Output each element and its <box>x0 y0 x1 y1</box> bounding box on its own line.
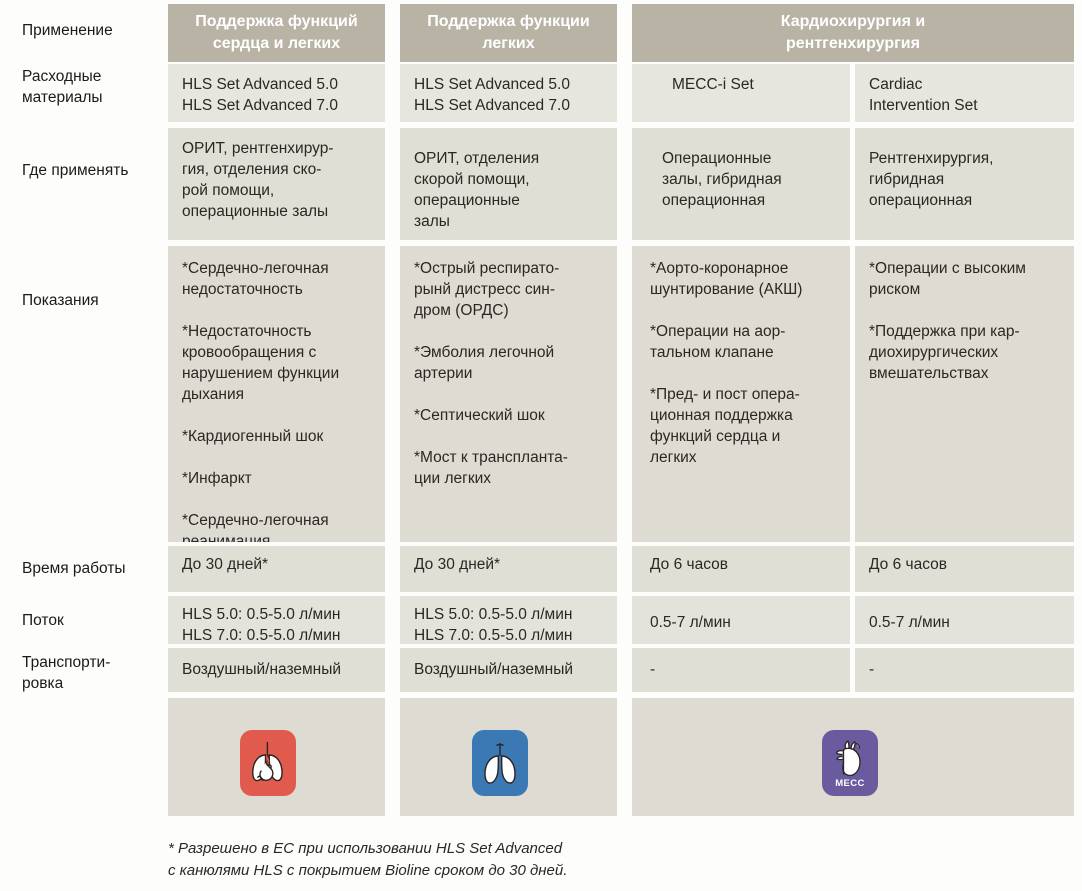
row-label-indications: Показания <box>22 292 99 309</box>
cell-where-used-cardiac-intervention: Рентгенхирургия, гибридная операционная <box>855 128 1074 240</box>
cell-where-used-heart-lung: ОРИТ, рентгенхирур- гия, отделения ско- … <box>168 128 385 240</box>
cell-indications-heart-lung: *Сердечно-легочная недостаточность *Недо… <box>168 246 385 542</box>
cell-where-used-mecc: Операционные залы, гибридная операционна… <box>632 128 850 240</box>
cell-runtime-mecc: До 6 часов <box>632 546 850 592</box>
cell-where-used-lung: ОРИТ, отделения скорой помощи, операцион… <box>400 128 617 240</box>
cell-flow-cardiac-intervention: 0.5-7 л/мин <box>855 596 1074 644</box>
cell-consumables-mecc: MECC-i Set <box>632 64 850 122</box>
row-label-application: Применение <box>22 22 113 39</box>
cell-indications-cardiac-intervention: *Операции с высоким риском *Поддержка пр… <box>855 246 1074 542</box>
lungs-icon <box>472 730 528 796</box>
cell-flow-mecc: 0.5-7 л/мин <box>632 596 850 644</box>
mecc-icon-label: MECC <box>835 777 865 789</box>
cell-indications-mecc: *Аорто-коронарное шунтирование (АКШ) *Оп… <box>632 246 850 542</box>
footnote-text: * Разрешено в ЕС при использовании HLS S… <box>168 840 568 879</box>
cell-transport-lung: Воздушный/наземный <box>400 648 617 692</box>
row-label-where-used: Где применять <box>22 162 129 179</box>
row-label-transport: Транспорти- ровка <box>22 654 111 692</box>
row-label-flow: Поток <box>22 612 64 629</box>
cell-flow-lung: HLS 5.0: 0.5-5.0 л/мин HLS 7.0: 0.5-5.0 … <box>400 596 617 644</box>
cell-indications-lung: *Острый респирато- рынй дистресс син- др… <box>400 246 617 542</box>
row-label-consumables: Расходные материалы <box>22 68 103 106</box>
cell-transport-heart-lung: Воздушный/наземный <box>168 648 385 692</box>
column-header-lung[interactable]: Поддержка функции легких <box>400 4 617 62</box>
cell-transport-mecc: - <box>632 648 850 692</box>
cell-consumables-lung: HLS Set Advanced 5.0 HLS Set Advanced 7.… <box>400 64 617 122</box>
cell-consumables-cardiac-intervention: Cardiac Intervention Set <box>855 64 1074 122</box>
heart-mecc-icon: MECC <box>822 730 878 796</box>
row-label-runtime: Время работы <box>22 560 126 577</box>
cell-runtime-cardiac-intervention: До 6 часов <box>855 546 1074 592</box>
column-header-cardio-xray[interactable]: Кардиохирургия и рентгенхирургия <box>632 4 1074 62</box>
cell-runtime-lung: До 30 дней* <box>400 546 617 592</box>
lungs-heart-icon <box>240 730 296 796</box>
cell-consumables-heart-lung: HLS Set Advanced 5.0 HLS Set Advanced 7.… <box>168 64 385 122</box>
cell-transport-cardiac-intervention: - <box>855 648 1074 692</box>
cell-flow-heart-lung: HLS 5.0: 0.5-5.0 л/мин HLS 7.0: 0.5-5.0 … <box>168 596 385 644</box>
cell-runtime-heart-lung: До 30 дней* <box>168 546 385 592</box>
column-header-heart-lung[interactable]: Поддержка функций сердца и легких <box>168 4 385 62</box>
